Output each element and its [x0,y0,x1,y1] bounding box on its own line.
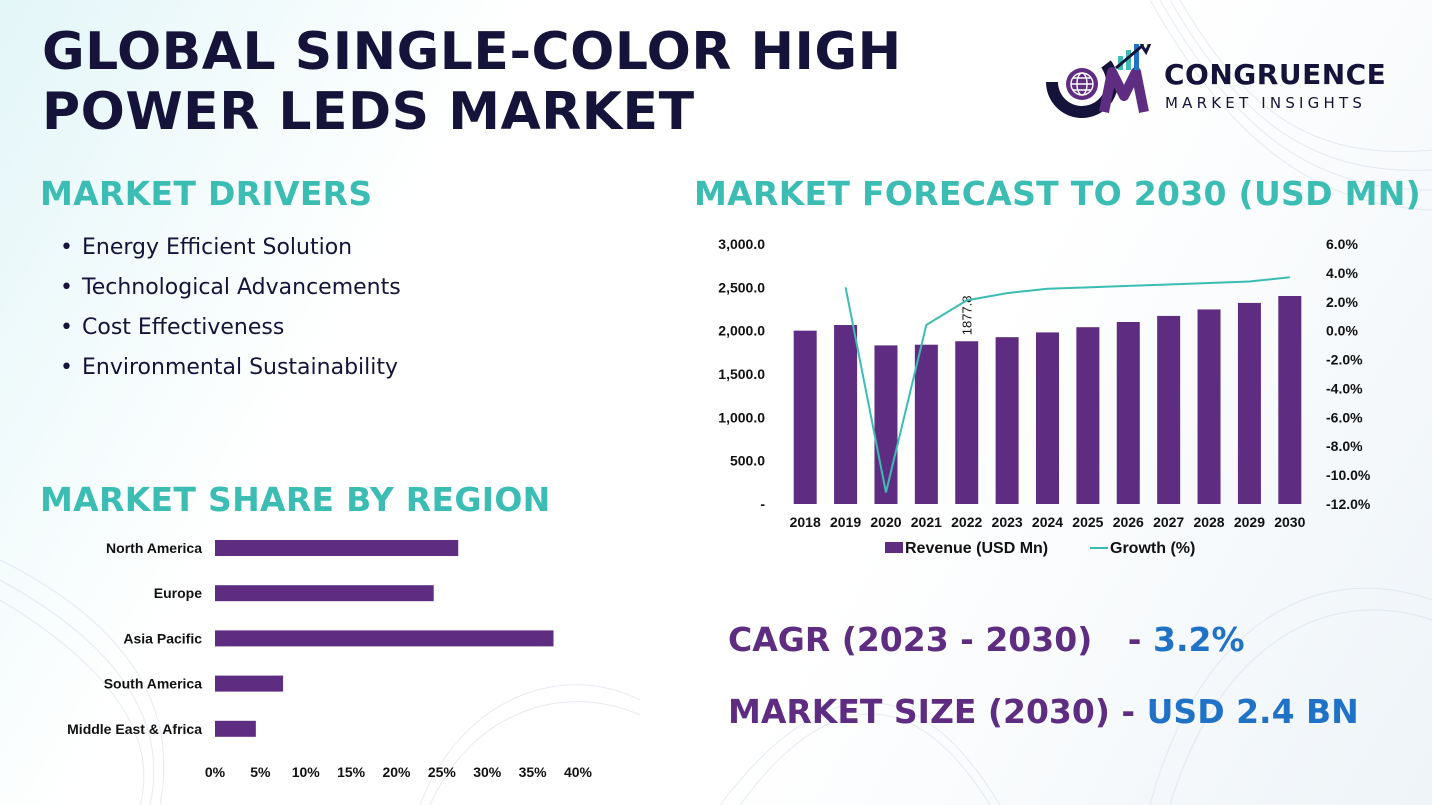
bullet-icon: • [60,355,73,380]
y-right-tick-label: 0.0% [1326,323,1358,339]
bullet-icon: • [60,235,73,260]
x-tick-label: 2023 [992,514,1023,530]
brand-logo: CONGRUENCE MARKET INSIGHTS [1046,44,1406,120]
market-forecast-chart: - 500.0 1,000.0 1,500.0 2,000.0 2,500.0 3,000.… [718,236,1370,557]
growth-line [844,276,1290,493]
y-right-tick-label: -12.0% [1326,496,1370,512]
region-bar [215,585,434,602]
x-tick-label: 2028 [1193,514,1224,530]
region-label: Asia Pacific [123,630,202,646]
region-bar [215,630,554,647]
x-tick-label: 2021 [911,514,942,530]
driver-item: • Cost Effectiveness [60,308,401,348]
bullet-icon: • [60,275,73,300]
x-tick-label: 0% [205,764,226,780]
market-size-label: MARKET SIZE (2030) [728,692,1110,731]
cagr-label: CAGR (2023 - 2030) [728,620,1093,659]
y-right-tick-label: 2.0% [1326,294,1358,310]
y-left-tick-label: 1,000.0 [718,409,765,425]
driver-label: Technological Advancements [82,275,401,300]
revenue-bar [1197,309,1221,504]
x-tick-label: 20% [382,764,411,780]
market-forecast-heading: MARKET FORECAST TO 2030 (USD MN) [694,174,1422,213]
revenue-bar [874,345,898,504]
brand-name: CONGRUENCE [1164,58,1387,91]
brand-logo-mark [1046,44,1152,118]
y-left-tick-label: 3,000.0 [718,236,765,252]
y-right-tick-label: -10.0% [1326,467,1370,483]
y-right-tick-label: -2.0% [1326,352,1363,368]
x-tick-label: 2030 [1274,514,1305,530]
driver-item: • Technological Advancements [60,268,401,308]
bullet-icon: • [60,315,73,340]
x-tick-label: 25% [428,764,457,780]
market-size-kpi: MARKET SIZE (2030) - USD 2.4 BN [728,692,1359,731]
driver-label: Energy Efficient Solution [82,235,353,260]
driver-item: • Energy Efficient Solution [60,228,401,268]
driver-label: Cost Effectiveness [82,315,285,340]
y-left-tick-label: 2,000.0 [718,323,765,339]
region-label: South America [104,676,202,692]
x-tick-label: 2026 [1113,514,1144,530]
y-left-tick-label: - [760,496,765,512]
x-tick-label: 2020 [870,514,901,530]
y-right-tick-label: -8.0% [1326,438,1363,454]
driver-item: • Environmental Sustainability [60,348,401,388]
revenue-bar [1076,327,1100,504]
x-tick-label: 2029 [1234,514,1265,530]
page-title: GLOBAL SINGLE-COLOR HIGH POWER LEDS MARK… [42,22,902,142]
revenue-bar [793,330,817,504]
y-right-tick-label: -6.0% [1326,409,1363,425]
y-right-tick-label: 6.0% [1326,236,1358,252]
market-share-region-heading: MARKET SHARE BY REGION [40,480,551,519]
x-tick-label: 15% [337,764,366,780]
revenue-bar [955,341,979,504]
x-tick-label: 5% [250,764,271,780]
market-drivers-list: • Energy Efficient Solution • Technologica… [60,228,401,388]
y-left-tick-label: 2,500.0 [718,279,765,295]
revenue-bar [1036,332,1059,504]
region-bar [215,720,256,737]
revenue-bar [1278,296,1302,504]
revenue-bar [1237,302,1261,504]
cagr-kpi: CAGR (2023 - 2030) - 3.2% [728,620,1245,659]
legend-growth-label: Growth (%) [1110,540,1195,557]
market-size-separator: - [1121,692,1136,731]
cagr-separator: - [1127,620,1142,659]
region-share-chart: North America Europe Asia Pacific South Ame… [67,540,593,780]
region-bar [215,675,284,692]
revenue-bar [834,325,858,504]
region-label: North America [106,540,202,556]
x-tick-label: 30% [473,764,502,780]
region-label: Europe [154,585,202,601]
x-tick-label: 2019 [830,514,861,530]
revenue-bar [914,344,938,504]
revenue-bar [995,337,1019,504]
y-left-tick-label: 1,500.0 [718,366,765,382]
region-label: Middle East & Africa [67,721,202,737]
y-left-tick-label: 500.0 [730,453,765,469]
driver-label: Environmental Sustainability [82,355,399,380]
x-tick-label: 10% [292,764,321,780]
y-right-tick-label: -4.0% [1326,380,1363,396]
bar-data-label: 1877.8 [960,295,975,335]
x-tick-label: 2022 [951,514,982,530]
market-size-value: USD 2.4 BN [1146,692,1359,731]
revenue-bar [1157,315,1181,504]
x-tick-label: 35% [519,764,548,780]
x-tick-label: 2027 [1153,514,1184,530]
legend-revenue-swatch [885,542,903,553]
region-bar [215,540,459,556]
y-right-tick-label: 4.0% [1326,265,1358,281]
x-tick-label: 40% [564,764,593,780]
legend-revenue-label: Revenue (USD Mn) [905,540,1048,557]
cagr-value: 3.2% [1152,620,1245,659]
x-tick-label: 2018 [790,514,821,530]
x-tick-label: 2024 [1032,514,1063,530]
revenue-bar [1116,322,1140,504]
market-drivers-heading: MARKET DRIVERS [40,174,373,213]
brand-tagline: MARKET INSIGHTS [1165,94,1367,112]
x-tick-label: 2025 [1072,514,1103,530]
